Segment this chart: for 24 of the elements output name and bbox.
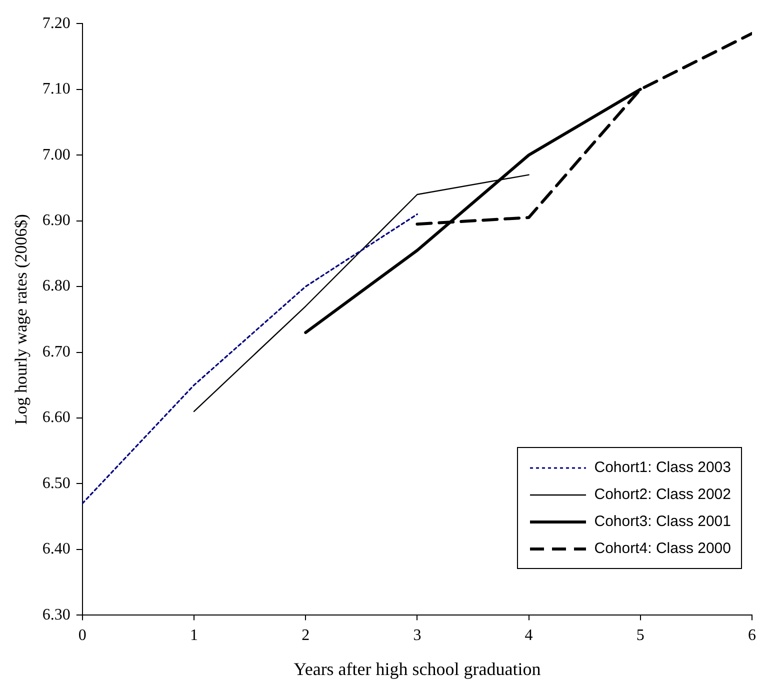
y-tick-label: 6.30 — [42, 606, 70, 624]
y-tick-label: 6.50 — [42, 474, 70, 492]
x-tick-label: 0 — [78, 627, 86, 644]
y-tick-label: 6.70 — [42, 343, 70, 360]
legend-label: Cohort3: Class 2001 — [594, 513, 731, 530]
legend-label: Cohort1: Class 2003 — [594, 459, 731, 476]
line-series — [82, 213, 418, 504]
y-tick-label: 6.80 — [42, 278, 70, 295]
y-tick-label: 6.40 — [42, 540, 70, 558]
y-tick-label: 7.20 — [42, 14, 70, 32]
x-tick-label: 4 — [524, 627, 533, 644]
x-tick-label: 5 — [636, 627, 644, 644]
x-axis-title: Years after high school graduation — [294, 658, 541, 679]
legend-label: Cohort2: Class 2002 — [594, 486, 731, 504]
legend-label: Cohort4: Class 2000 — [594, 540, 731, 558]
x-tick-label: 1 — [190, 627, 198, 644]
y-tick-label: 7.10 — [42, 80, 70, 98]
y-tick-label: 7.00 — [42, 146, 70, 164]
x-tick-label: 6 — [748, 627, 756, 644]
y-axis-title: Log hourly wage rates (2006$) — [12, 214, 31, 425]
x-tick-label: 3 — [413, 627, 422, 644]
y-tick-label: 6.60 — [42, 409, 70, 426]
y-tick-label: 6.90 — [42, 212, 70, 230]
x-tick-label: 2 — [302, 627, 310, 644]
